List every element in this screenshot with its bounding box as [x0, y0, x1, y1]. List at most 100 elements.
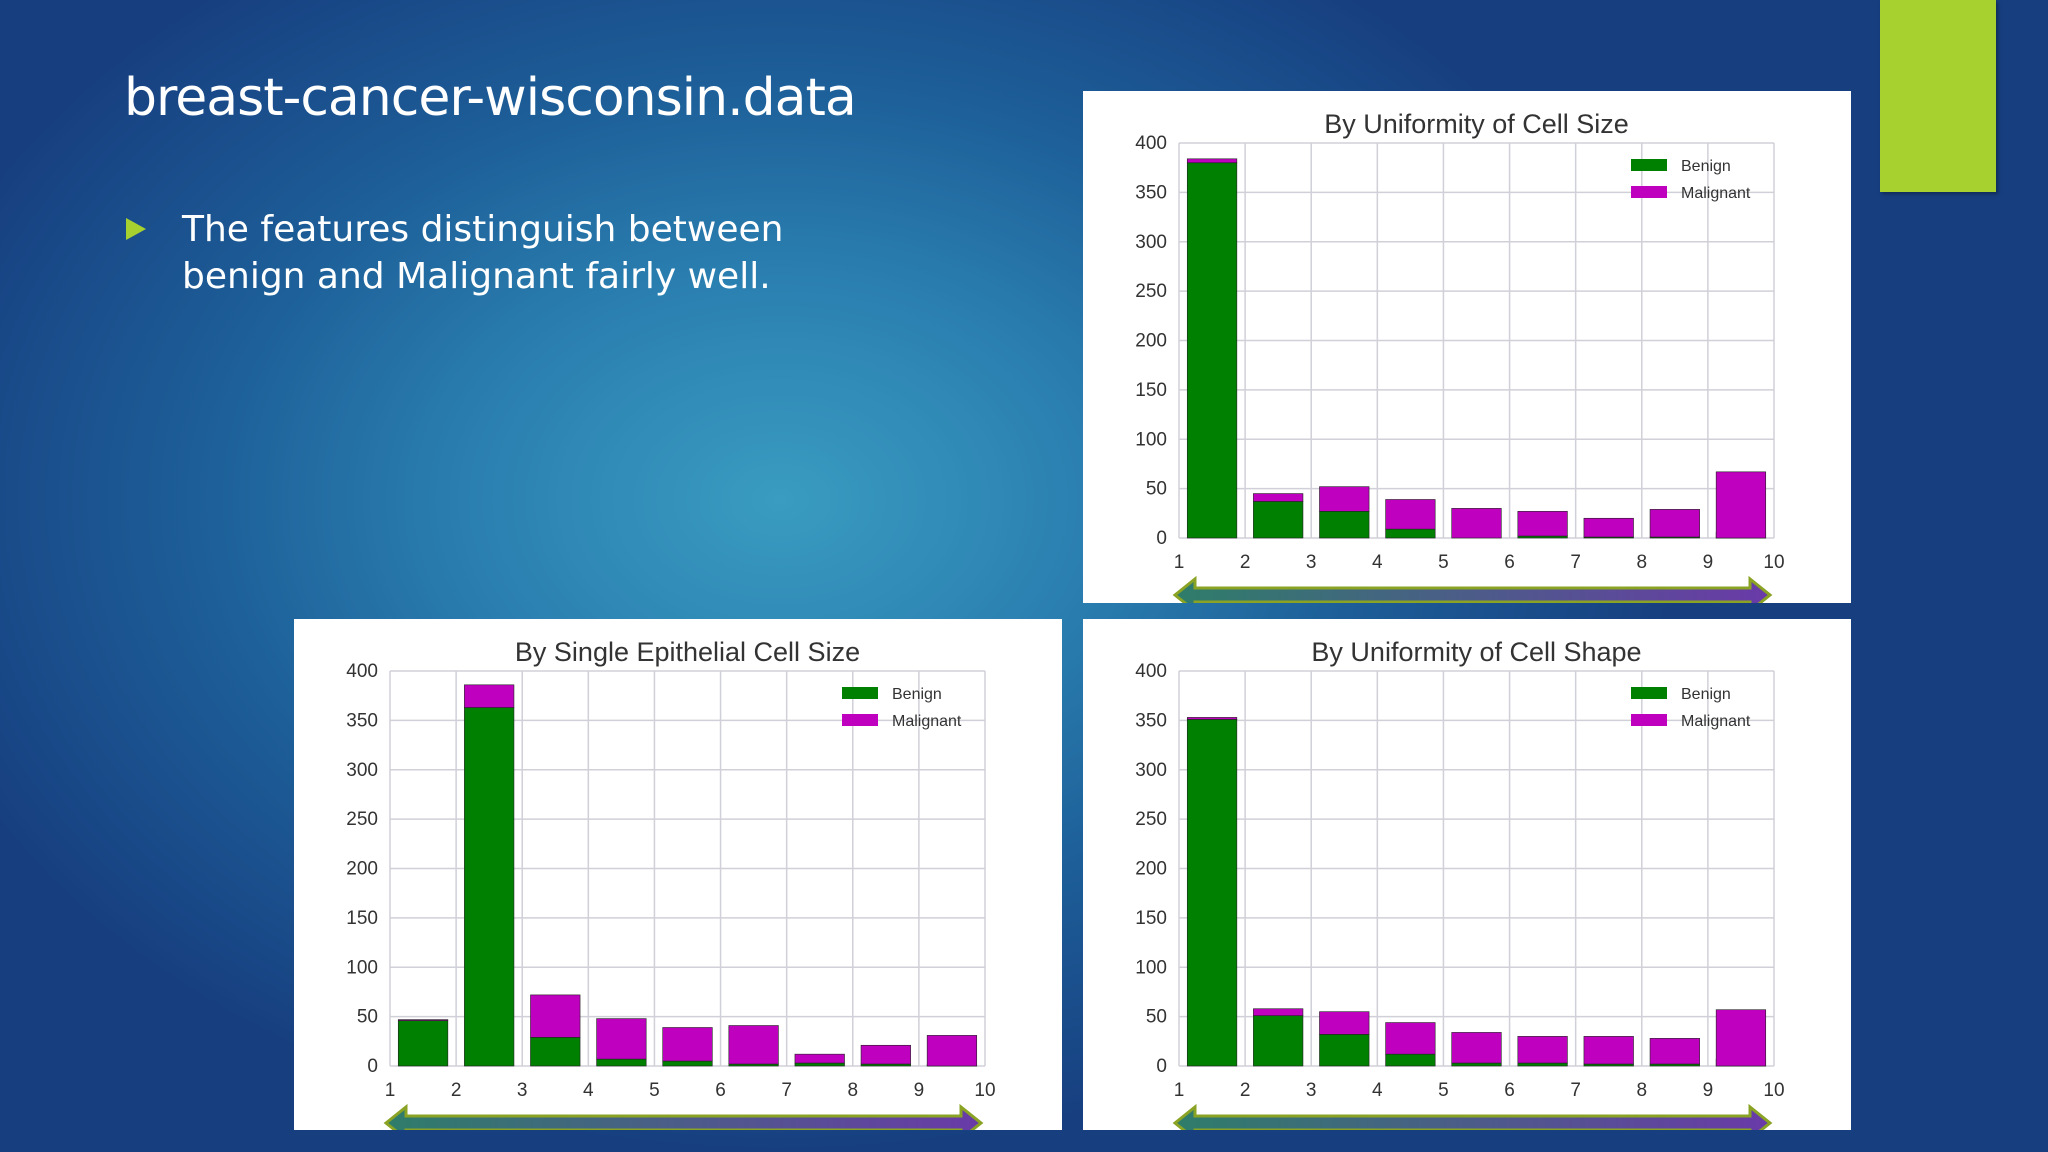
bar-malignant-10 [1715, 471, 1767, 539]
chart-panel-cell-shape: By Uniformity of Cell Shape 0 50 100 150 200 2… [1083, 619, 1851, 1130]
bullet-point: The features distinguish between benign … [124, 206, 804, 300]
x-tick-label: 1 [1174, 552, 1185, 573]
bar-malignant-3 [530, 994, 581, 1038]
chart-panel-epithelial: By Single Epithelial Cell Size 0 50 100 150 2… [294, 619, 1062, 1130]
x-tick-label: 7 [1570, 1080, 1581, 1101]
y-tick-label: 50 [357, 1007, 378, 1028]
x-tick-label: 4 [583, 1080, 594, 1101]
x-tick-label: 6 [1504, 552, 1515, 573]
x-tick-label: 6 [715, 1080, 726, 1101]
bar-benign-6 [1517, 1062, 1568, 1067]
legend-label-benign: Benign [1681, 158, 1731, 175]
bullet-arrow-icon [126, 218, 146, 240]
bar-benign-3 [530, 1037, 581, 1067]
bar-malignant-1 [1186, 158, 1238, 164]
x-tick-label: 4 [1372, 552, 1383, 573]
legend-swatch-malignant [1631, 714, 1667, 726]
y-tick-label: 400 [346, 661, 378, 682]
x-tick-label: 1 [385, 1080, 396, 1101]
bar-malignant-5 [662, 1027, 713, 1062]
y-tick-label: 350 [1135, 710, 1167, 731]
x-tick-label: 2 [1240, 552, 1251, 573]
bar-malignant-1 [397, 1019, 449, 1021]
x-tick-label: 10 [1763, 1080, 1784, 1101]
bar-benign-4 [1385, 1053, 1436, 1067]
bar-benign-2 [1253, 1015, 1304, 1067]
y-tick-label: 400 [1135, 133, 1167, 154]
bar-malignant-10 [1715, 1009, 1767, 1067]
bar-malignant-7 [794, 1053, 845, 1064]
bars [397, 684, 978, 1067]
y-tick-label: 100 [346, 957, 378, 978]
y-tick-label: 250 [1135, 281, 1167, 302]
x-tick-label: 8 [1636, 552, 1647, 573]
double-arrow-icon [1172, 1103, 1773, 1130]
x-tick-label: 4 [1372, 1080, 1383, 1101]
legend-swatch-malignant [1631, 186, 1667, 198]
y-tick-label: 250 [1135, 809, 1167, 830]
bars [1186, 717, 1767, 1067]
x-tick-label: 8 [847, 1080, 858, 1101]
x-tick-label: 6 [1504, 1080, 1515, 1101]
y-tick-label: 350 [1135, 182, 1167, 203]
legend-swatch-malignant [842, 714, 878, 726]
bar-malignant-8 [1649, 1038, 1700, 1065]
x-tick-label: 3 [1306, 1080, 1317, 1101]
bar-malignant-4 [1385, 499, 1436, 530]
legend-label-malignant: Malignant [1681, 713, 1751, 730]
y-tick-label: 250 [346, 809, 378, 830]
y-tick-label: 50 [1146, 479, 1167, 500]
legend-label-malignant: Malignant [1681, 185, 1751, 202]
chart-title: By Uniformity of Cell Shape [1311, 637, 1641, 667]
x-tick-label: 1 [1174, 1080, 1185, 1101]
bar-benign-3 [1319, 1034, 1370, 1067]
bar-benign-1 [1186, 162, 1238, 539]
bar-benign-1 [397, 1020, 449, 1067]
y-tick-label: 200 [1135, 859, 1167, 880]
y-tick-label: 300 [1135, 232, 1167, 253]
chart-panel-cell-size: By Uniformity of Cell Size 0 50 100 150 200 25… [1083, 91, 1851, 603]
chart-legend: Benign Malignant [842, 686, 962, 730]
legend-label-malignant: Malignant [892, 713, 962, 730]
bar-malignant-3 [1319, 486, 1370, 512]
legend-swatch-benign [1631, 159, 1667, 171]
x-tick-label: 3 [517, 1080, 528, 1101]
bar-malignant-8 [860, 1044, 911, 1065]
double-arrow-icon [383, 1103, 984, 1130]
bar-benign-5 [1451, 1062, 1502, 1067]
legend-label-benign: Benign [1681, 686, 1731, 703]
bar-malignant-7 [1583, 517, 1634, 538]
chart-title: By Uniformity of Cell Size [1324, 109, 1629, 139]
y-tick-label: 150 [346, 908, 378, 929]
y-tick-label: 100 [1135, 957, 1167, 978]
bar-malignant-2 [1253, 493, 1304, 502]
bar-malignant-4 [596, 1018, 647, 1060]
x-tick-label: 3 [1306, 552, 1317, 573]
bar-benign-4 [1385, 528, 1436, 539]
x-tick-label: 7 [781, 1080, 792, 1101]
x-tick-label: 5 [1438, 552, 1449, 573]
bar-benign-7 [794, 1062, 845, 1067]
bar-benign-1 [1186, 719, 1238, 1067]
y-tick-label: 350 [346, 710, 378, 731]
bar-malignant-3 [1319, 1011, 1370, 1035]
y-tick-label: 200 [1135, 331, 1167, 352]
chart-grid [1178, 142, 1775, 539]
bar-malignant-6 [728, 1025, 779, 1065]
bar-malignant-7 [1583, 1036, 1634, 1065]
x-tick-label: 9 [1703, 552, 1714, 573]
y-tick-label: 150 [1135, 908, 1167, 929]
bar-malignant-5 [1451, 1032, 1502, 1064]
x-tick-label: 8 [1636, 1080, 1647, 1101]
accent-block [1880, 0, 1996, 192]
bar-malignant-10 [926, 1035, 978, 1067]
x-tick-label: 10 [1763, 552, 1784, 573]
y-tick-label: 50 [1146, 1007, 1167, 1028]
bar-malignant-2 [1253, 1008, 1304, 1016]
bar-benign-2 [1253, 501, 1304, 539]
x-tick-label: 2 [1240, 1080, 1251, 1101]
y-tick-label: 0 [1156, 1056, 1167, 1077]
y-tick-label: 200 [346, 859, 378, 880]
chart-title: By Single Epithelial Cell Size [515, 637, 860, 667]
x-tick-label: 9 [914, 1080, 925, 1101]
